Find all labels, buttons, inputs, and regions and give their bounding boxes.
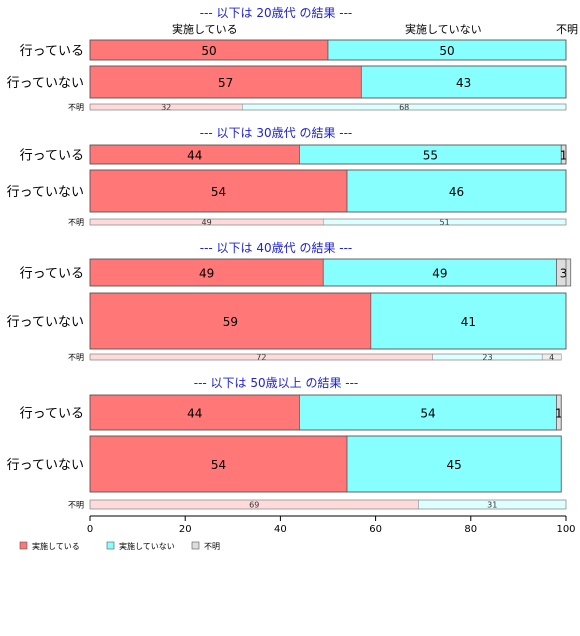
panel-3-row-1-value-label-0: 54 [211, 458, 226, 472]
panel-0-unknown-row-value-label-0: 32 [161, 103, 171, 112]
panel-0-unknown-row-category-label: 不明 [68, 103, 84, 112]
panel-3-row-0-value-label-1: 54 [420, 407, 435, 421]
panel-3-row-1-segment-1 [346, 435, 562, 493]
panel-3-unknown-row-outline [89, 499, 567, 510]
panel-3-unknown-row-value-label-0: 69 [249, 501, 259, 510]
panel-1-row-1-category-label: 行っていない [7, 185, 84, 200]
panel-0-row-0-value-label-0: 50 [201, 44, 216, 58]
panel-0-row-0-category-label: 行っている [20, 44, 84, 59]
panel-0-row-1-category-label: 行っていない [7, 76, 84, 91]
x-tick-label-0: 0 [87, 524, 93, 535]
panel-3-row-0-category-label: 行っている [20, 407, 84, 422]
panel-1-row-1-outline [89, 169, 567, 213]
panel-1-row-0-category-label: 行っている [20, 149, 84, 164]
x-tick-label-3: 60 [369, 524, 382, 535]
panel-1-row-1-segment-0 [89, 169, 348, 213]
panel-3-row-0-value-label-0: 44 [187, 407, 202, 421]
panel-1-title: --- 以下は 30歳代 の結果 --- [200, 126, 353, 140]
legend-label-0: 実施している [32, 541, 80, 551]
panel-3-row-0-outline [89, 394, 562, 431]
panel-2-row-1-value-label-1: 41 [461, 315, 476, 329]
header-label-unknown: 不明 [556, 23, 578, 36]
panel-0-row-1-segment-1 [360, 65, 567, 99]
panel-3-row-1-category-label: 行っていない [7, 458, 84, 473]
panel-3-row-1-value-label-1: 45 [446, 458, 461, 472]
panel-1-unknown-row-outline [89, 218, 567, 226]
panel-2-row-1-segment-0 [89, 292, 372, 350]
panel-1-unknown-row-category-label: 不明 [68, 218, 84, 227]
panel-1-row-0-outline [89, 144, 567, 165]
legend-label-1: 実施していない [119, 541, 175, 551]
legend-swatch-2 [191, 541, 200, 550]
panel-3-title: --- 以下は 50歳以上 の結果 --- [194, 376, 359, 390]
panel-3-row-0-value-label-2: 1 [555, 407, 563, 421]
panel-0-unknown-row-value-label-1: 68 [399, 103, 409, 112]
x-tick-label-4: 80 [464, 524, 477, 535]
panel-1-row-1-value-label-0: 54 [211, 185, 226, 199]
panel-2-row-1-category-label: 行っていない [7, 315, 84, 330]
panel-3-row-1-outline [89, 435, 562, 493]
panel-0-row-0-value-label-1: 50 [439, 44, 454, 58]
panel-2-title: --- 以下は 40歳代 の結果 --- [200, 241, 353, 255]
panel-0-row-1-value-label-1: 43 [456, 76, 471, 90]
panel-0-row-0-outline [89, 39, 567, 61]
panel-3-unknown-row-category-label: 不明 [68, 501, 84, 510]
x-tick-label-5: 100 [556, 524, 575, 535]
panel-0-unknown-row-outline [89, 103, 567, 111]
panel-3-row-1-segment-0 [89, 435, 348, 493]
panel-1-row-1-value-label-1: 46 [449, 185, 464, 199]
panel-2-unknown-row-value-label-2: 4 [549, 353, 554, 362]
panel-3-unknown-row-value-label-1: 31 [487, 501, 497, 510]
header-label-implemented: 実施している [172, 22, 238, 36]
panel-2-unknown-row-value-label-0: 72 [256, 353, 266, 362]
panel-2-unknown-row-value-label-1: 23 [482, 353, 492, 362]
panel-1-row-1-segment-1 [346, 169, 567, 213]
x-tick-label-1: 20 [179, 524, 192, 535]
x-tick-label-2: 40 [274, 524, 287, 535]
panel-0-title: --- 以下は 20歳代 の結果 --- [200, 6, 353, 20]
panel-1-unknown-row-value-label-0: 49 [202, 218, 212, 227]
legend-swatch-0 [19, 541, 28, 550]
panel-2-row-1-value-label-0: 59 [223, 315, 238, 329]
legend-swatch-1 [106, 541, 115, 550]
panel-0-row-1-value-label-0: 57 [218, 76, 233, 90]
panel-1-unknown-row-value-label-1: 51 [440, 218, 450, 227]
panel-1-row-0-value-label-1: 55 [423, 149, 438, 163]
panel-0-row-1-outline [89, 65, 567, 99]
panel-2-row-0-value-label-0: 49 [199, 267, 214, 281]
panel-1-row-0-value-label-0: 44 [187, 149, 202, 163]
panel-2-row-0-outline [89, 258, 567, 287]
panel-2-unknown-row-outline [89, 353, 562, 361]
panel-2-row-1-outline [89, 292, 567, 350]
header-label-not-implemented: 実施していない [405, 22, 482, 36]
panel-2-row-0-value-label-2: 3 [560, 267, 568, 281]
panel-2-unknown-row-category-label: 不明 [68, 353, 84, 362]
panel-2-row-1-segment-1 [370, 292, 567, 350]
panel-2-row-0-segment-1 [322, 258, 557, 287]
legend-label-2: 不明 [204, 542, 220, 551]
panel-3-row-0-segment-0 [89, 394, 300, 431]
panel-2-row-0-value-label-1: 49 [432, 267, 447, 281]
panel-2-row-0-category-label: 行っている [20, 267, 84, 282]
panel-1-row-0-value-label-2: 1 [560, 149, 568, 163]
